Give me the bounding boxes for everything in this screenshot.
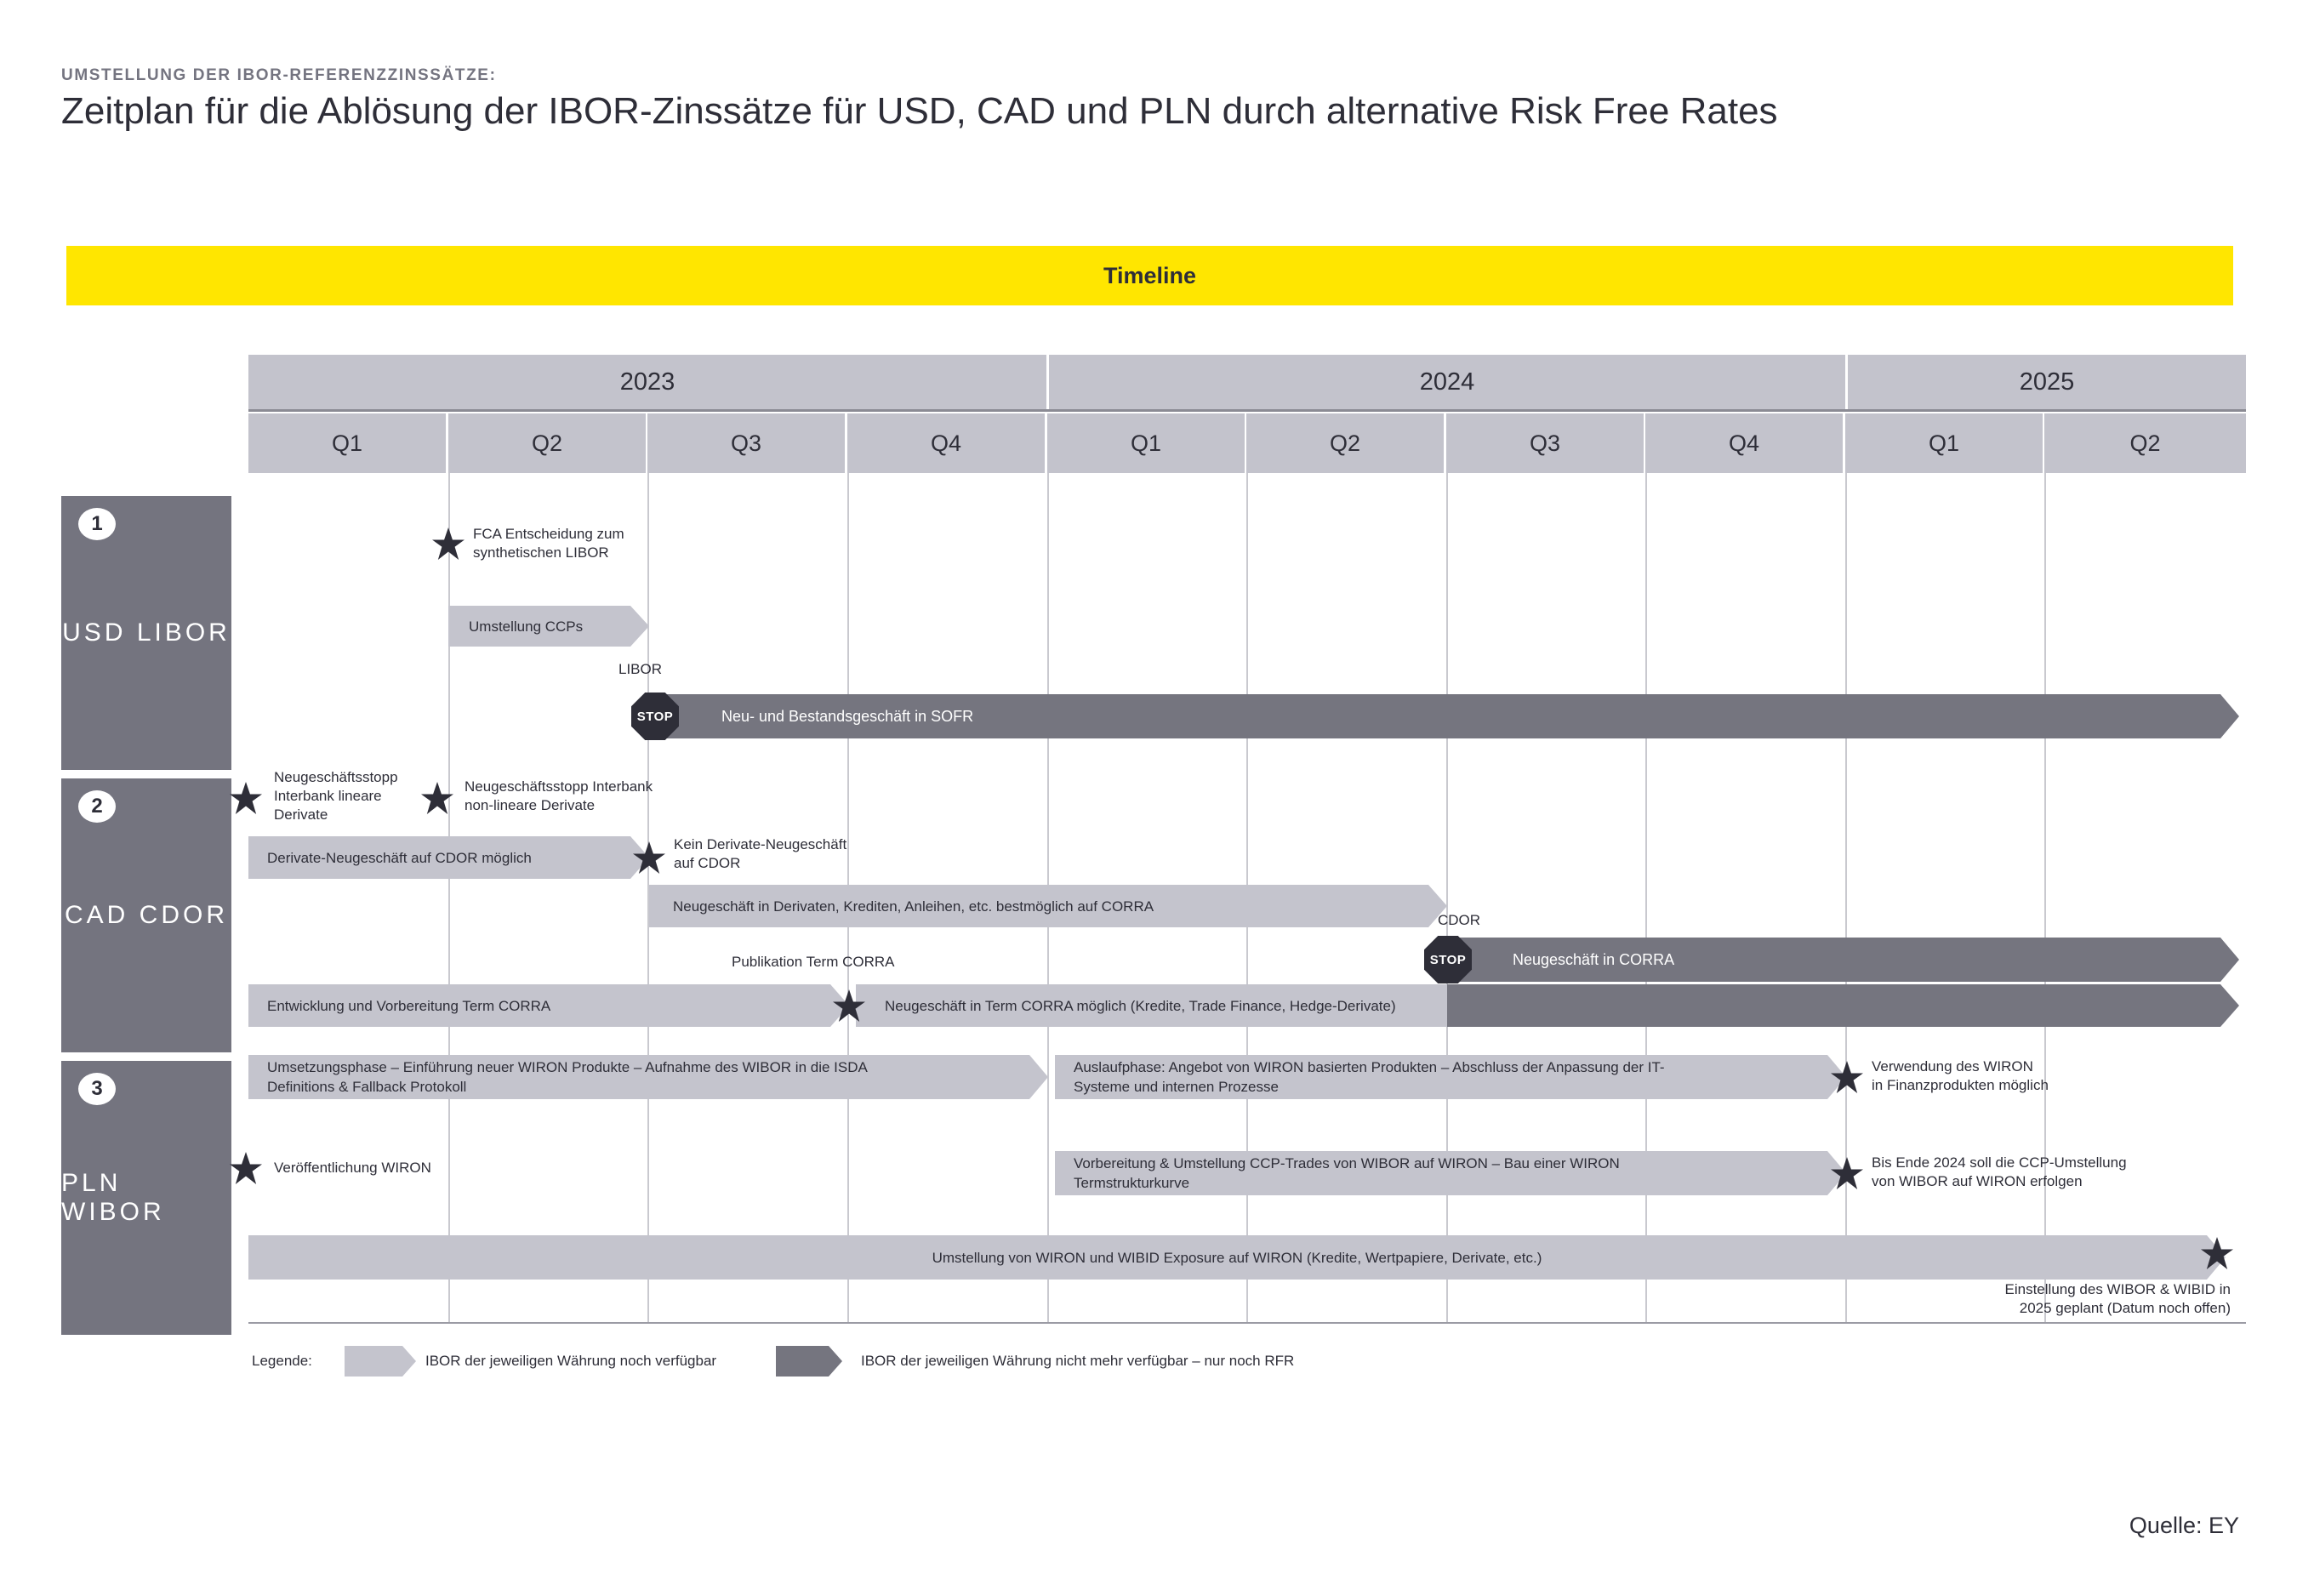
milestone-label-ccp-umstellung: Bis Ende 2024 soll die CCP-Umstellung vo… xyxy=(1872,1154,2127,1189)
gridline-q4-2024 xyxy=(1645,473,1647,1324)
quarter-header-2024-q2: Q2 xyxy=(1246,413,1444,473)
gridline-q2-2025 xyxy=(2044,473,2046,1324)
bar-term-corra-rfr-continuation xyxy=(1447,984,2239,1027)
bar-umstellung-ccps: Umstellung CCPs xyxy=(448,606,649,647)
milestone-label-einstellung: Einstellung des WIBOR & WIBID in 2025 ge… xyxy=(2004,1281,2231,1316)
quarter-header-2023-q4: Q4 xyxy=(847,413,1045,473)
row-box-cad-cdor: 2 CAD CDOR xyxy=(61,778,231,1052)
year-header-2024: 2024 xyxy=(1049,355,1845,409)
bar-auslaufphase: Auslaufphase: Angebot von WIRON basierte… xyxy=(1055,1055,1846,1099)
bar-label: Umstellung CCPs xyxy=(469,618,584,635)
stop-caption-cdor: CDOR xyxy=(1438,912,1481,928)
bar-label: Derivate-Neugeschäft auf CDOR möglich xyxy=(267,849,532,866)
year-header-2023: 2023 xyxy=(248,355,1046,409)
row-box-usd-libor: 1 USD LIBOR xyxy=(61,496,231,770)
row-label-pln-wibor: PLN WIBOR xyxy=(61,1169,165,1226)
bar-label: Umstellung von WIRON und WIBID Exposure … xyxy=(932,1249,1542,1266)
legend-swatch-dark xyxy=(776,1346,842,1377)
timeline-banner: Timeline xyxy=(66,246,2233,305)
grid-bottom-border xyxy=(248,1322,2246,1324)
bar-label: Entwicklung und Vorbereitung Term CORRA xyxy=(267,997,551,1014)
timeline-banner-label: Timeline xyxy=(1103,262,1197,288)
bar-sofr: Neu- und Bestandsgeschäft in SOFR xyxy=(655,694,2239,738)
quarter-header-2024-q1: Q1 xyxy=(1047,413,1245,473)
bar-label: Neugeschäft in Derivaten, Krediten, Anle… xyxy=(673,898,1154,915)
bar-label: Neugeschäft in Term CORRA möglich (Kredi… xyxy=(885,997,1396,1014)
row-number-badge-1: 1 xyxy=(78,508,116,540)
gridline-q3-2023 xyxy=(647,473,649,1324)
bar-label: Umsetzungsphase – Einführung neuer WIRON… xyxy=(267,1059,868,1095)
page-eyebrow: UMSTELLUNG DER IBOR-REFERENZZINSSÄTZE: xyxy=(61,66,497,84)
row-number-badge-2: 2 xyxy=(78,790,116,823)
bar-label: Neu- und Bestandsgeschäft in SOFR xyxy=(721,707,974,725)
milestone-star-icon xyxy=(230,1152,262,1184)
bar-corra-bestmoeglich: Neugeschäft in Derivaten, Krediten, Anle… xyxy=(649,885,1447,927)
row-label-cad-cdor: CAD CDOR xyxy=(64,901,228,929)
bar-umsetzungsphase: Umsetzungsphase – Einführung neuer WIRON… xyxy=(248,1055,1048,1099)
milestone-label-publikation: Publikation Term CORRA xyxy=(732,954,895,970)
bar-label: Vorbereitung & Umstellung CCP-Trades von… xyxy=(1074,1155,1620,1191)
bar-vorbereitung-ccp: Vorbereitung & Umstellung CCP-Trades von… xyxy=(1055,1151,1846,1195)
legend-title: Legende: xyxy=(252,1353,312,1369)
quarter-header-2025-q2: Q2 xyxy=(2044,413,2246,473)
page-title: Zeitplan für die Ablösung der IBOR-Zinss… xyxy=(61,90,1778,132)
legend-label-unavailable: IBOR der jeweiligen Währung nicht mehr v… xyxy=(861,1353,1295,1369)
quarter-header-2025-q1: Q1 xyxy=(1845,413,2043,473)
milestone-label-fca: FCA Entscheidung zum synthetischen LIBOR xyxy=(473,526,624,561)
bar-term-corra-moeglich: Neugeschäft in Term CORRA möglich (Kredi… xyxy=(856,984,1447,1027)
milestone-label-kein-derivate: Kein Derivate-Neugeschäft auf CDOR xyxy=(674,836,847,871)
quarter-header-2023-q3: Q3 xyxy=(647,413,845,473)
bar-umstellung-exposure: Umstellung von WIRON und WIBID Exposure … xyxy=(248,1235,2226,1280)
stop-sign-icon: STOP xyxy=(631,693,679,740)
bar-neugeschaeft-corra: Neugeschäft in CORRA xyxy=(1448,938,2239,982)
milestone-label-veroeffentlichung: Veröffentlichung WIRON xyxy=(274,1160,431,1176)
row-number-badge-3: 3 xyxy=(78,1073,116,1105)
milestone-star-icon xyxy=(230,782,262,814)
quarter-header-2023-q1: Q1 xyxy=(248,413,446,473)
source-note: Quelle: EY xyxy=(2129,1513,2239,1538)
gridline-q3-2024 xyxy=(1446,473,1448,1324)
stop-caption-libor: LIBOR xyxy=(618,661,663,677)
milestone-label-verwendung: Verwendung des WIRON in Finanzprodukten … xyxy=(1872,1058,2049,1093)
gridline-q1-2025 xyxy=(1845,473,1847,1324)
year-header-2025: 2025 xyxy=(1848,355,2246,409)
bar-derivate-cdor: Derivate-Neugeschäft auf CDOR möglich xyxy=(248,836,649,879)
row-box-pln-wibor: 3 PLN WIBOR xyxy=(61,1061,231,1335)
milestone-label-linear: Neugeschäftsstopp Interbank lineare Deri… xyxy=(274,769,398,823)
quarter-header-2023-q2: Q2 xyxy=(448,413,646,473)
quarter-header-2024-q3: Q3 xyxy=(1446,413,1644,473)
gridline-q2-2023 xyxy=(448,473,450,1324)
legend-label-available: IBOR der jeweiligen Währung noch verfügb… xyxy=(425,1353,717,1369)
row-label-usd-libor: USD LIBOR xyxy=(62,618,231,647)
year-band-divider xyxy=(248,409,2246,412)
bar-label: Auslaufphase: Angebot von WIRON basierte… xyxy=(1074,1059,1665,1095)
stop-sign-icon: STOP xyxy=(1424,936,1472,983)
milestone-label-nonlinear: Neugeschäftsstopp Interbank non-lineare … xyxy=(465,778,653,813)
legend-swatch-light xyxy=(345,1346,416,1377)
bar-label: Neugeschäft in CORRA xyxy=(1513,950,1675,968)
quarter-header-2024-q4: Q4 xyxy=(1645,413,1843,473)
bar-entwicklung-term-corra: Entwicklung und Vorbereitung Term CORRA xyxy=(248,984,849,1027)
